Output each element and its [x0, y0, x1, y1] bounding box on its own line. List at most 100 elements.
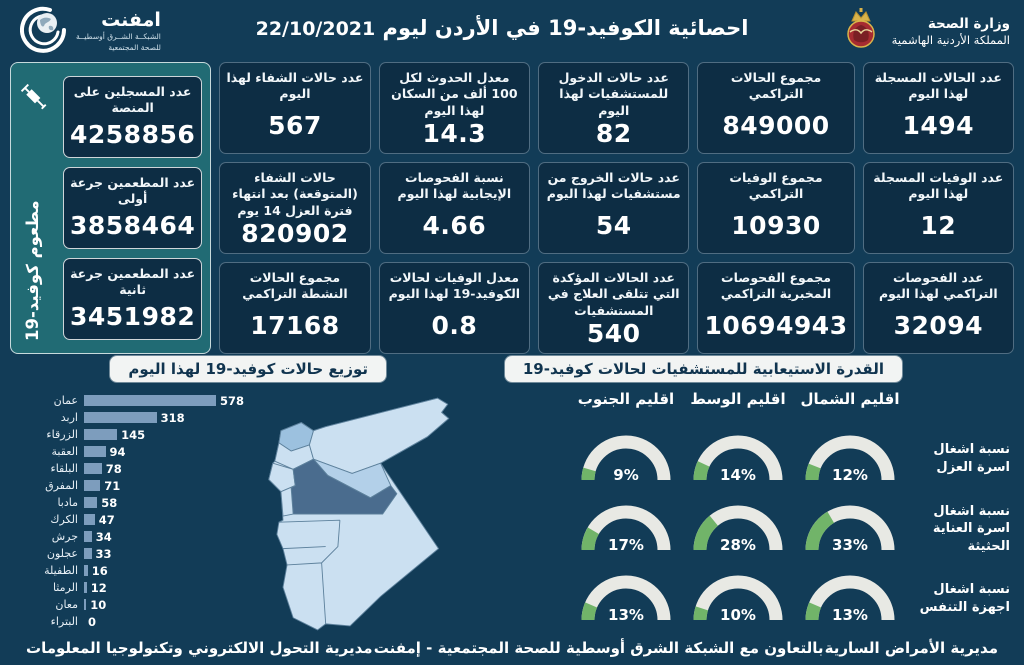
gauge-value: 13%: [832, 606, 868, 624]
gauge-row-label: نسبة اشغال اجهزة التنفس: [919, 582, 1010, 615]
stat-card-value: 82: [595, 119, 632, 149]
bar-label: جرش: [51, 530, 78, 543]
bar: [84, 480, 101, 491]
bar-label: المفرق: [45, 479, 78, 492]
stat-card: نسبة الفحوصات الإيجابية لهذا اليوم 4.66: [378, 162, 531, 254]
bar-label: العقبة: [51, 445, 79, 458]
gauge-chart: 13%: [581, 575, 671, 624]
stat-card-label: معدل الوفيات لحالات الكوفيد-19 لهذا اليو…: [388, 270, 521, 302]
gauge-head-spacer: [906, 390, 1010, 424]
vaccine-strip: مطعوم كوفيد-19: [11, 63, 57, 353]
stat-card: مجموع الفحوصات المخبرية التراكمي 10694943: [697, 262, 855, 354]
stat-card-value: 12: [920, 211, 957, 241]
vaccine-card: عدد المسجلين على المنصة 4258856: [63, 76, 203, 158]
stat-card: معدل الوفيات لحالات الكوفيد-19 لهذا اليو…: [378, 262, 531, 354]
bar: [84, 412, 157, 423]
bar-value: 78: [105, 461, 122, 476]
stat-card-value: 10930: [731, 211, 821, 241]
gauge-value: 12%: [832, 466, 868, 484]
region-header: اقليم الوسط: [690, 390, 786, 408]
stat-card-value: 14.3: [422, 119, 487, 149]
vaccine-card-label: عدد المسجلين على المنصة: [73, 84, 192, 116]
stat-card: معدل الحدوث لكل 100 ألف من السكان لهذا ا…: [378, 62, 531, 154]
gauge-chart: 33%: [805, 505, 895, 554]
bar-value: 10: [90, 597, 107, 612]
gauge-value: 17%: [608, 536, 644, 554]
bar-row: البلقاء 78: [8, 460, 290, 477]
gauge-chart: 28%: [693, 505, 783, 554]
bar-row: البتراء 0: [8, 613, 290, 630]
bar-label: الطفيلة: [44, 564, 78, 577]
bar-row: اربد 318: [8, 409, 290, 426]
report-date: 22/10/2021: [255, 18, 376, 40]
bar: [84, 531, 92, 542]
footer-right: مديرية الأمراض السارية: [824, 639, 998, 657]
bar-label: الرمثا: [52, 581, 78, 594]
gauge-row-label: نسبة اشغال اسرة العزل: [933, 442, 1010, 475]
gauge: 13%: [794, 564, 906, 634]
bar-label: الكرك: [50, 513, 78, 526]
page-title: احصائية الكوفيد-19 في الأردن ليوم 22/10/…: [250, 16, 754, 40]
bar-row: المفرق 71: [8, 477, 290, 494]
stat-card-value: 0.8: [431, 311, 478, 341]
bar-value: 71: [104, 478, 121, 493]
gauge: 9%: [570, 424, 682, 494]
stat-card: عدد حالات الشفاء لهذا اليوم 567: [219, 62, 371, 154]
bar-value: 318: [160, 410, 185, 425]
stat-card-value: 540: [586, 319, 641, 349]
vaccine-card-value: 4258856: [70, 120, 196, 150]
bar-value: 94: [109, 444, 126, 459]
bar-row: العقبة 94: [8, 443, 290, 460]
gauge-chart: 9%: [581, 435, 671, 484]
bar-value: 16: [91, 563, 108, 578]
stat-card-label: مجموع الحالات التراكمي: [730, 70, 822, 102]
bar: [84, 497, 98, 508]
bar-label: البلقاء: [50, 462, 78, 475]
stat-card-label: مجموع الحالات النشطة التراكمي: [242, 270, 348, 302]
stat-card-label: عدد الحالات المؤكدة التي تتلقى العلاج في…: [547, 270, 680, 318]
ministry-branding: وزارة الصحة المملكة الأردنية الهاشمية: [838, 7, 1010, 57]
gauge-chart: 10%: [693, 575, 783, 624]
stat-card: عدد الوفيات المسجلة لهذا اليوم 12: [862, 162, 1014, 254]
stat-card: عدد حالات الدخول للمستشفيات لهذا اليوم 82: [538, 62, 690, 154]
bar-row: معان 10: [8, 596, 290, 613]
jordan-coat-of-arms-icon: [838, 7, 884, 57]
emphnet-logo-icon: [20, 6, 68, 58]
region-header: اقليم الجنوب: [577, 390, 675, 408]
stat-card: عدد الفحوصات التراكمي لهذا اليوم 32094: [862, 262, 1014, 354]
vaccine-cards: عدد المسجلين على المنصة 4258856 عدد المطعم…: [63, 76, 203, 340]
stat-card-value: 17168: [250, 311, 340, 341]
stat-card-label: عدد حالات الشفاء لهذا اليوم: [226, 70, 364, 102]
stat-card-label: عدد حالات الخروج من مستشفيات لهذا اليوم: [546, 170, 681, 202]
gauge-chart: 12%: [805, 435, 895, 484]
stat-card-value: 1494: [902, 111, 975, 141]
header: وزارة الصحة المملكة الأردنية الهاشمية اح…: [0, 0, 1024, 58]
emphnet-branding: امفنت الشبكــة الشــرق أوسطيــة للصحة ال…: [20, 6, 161, 58]
bar-value: 33: [95, 546, 112, 561]
gauge-row-label: نسبة اشغال اسرة العناية الحثيثة: [932, 503, 1010, 554]
stat-card-value: 820902: [241, 219, 349, 249]
bar-row: عمان 578: [8, 392, 290, 409]
gauge-chart: 14%: [693, 435, 783, 484]
vaccine-card-value: 3451982: [70, 302, 196, 332]
gauge-value: 33%: [832, 536, 868, 554]
stat-card-label: معدل الحدوث لكل 100 ألف من السكان لهذا ا…: [391, 70, 518, 118]
stat-column: عدد حالات الدخول للمستشفيات لهذا اليوم 82…: [538, 62, 690, 354]
stat-column: معدل الحدوث لكل 100 ألف من السكان لهذا ا…: [378, 62, 531, 354]
bar-label: اربد: [60, 411, 78, 424]
bar-row: الكرك 47: [8, 511, 290, 528]
stat-card-label: عدد الحالات المسجلة لهذا اليوم: [874, 70, 1002, 102]
gauge: 12%: [794, 424, 906, 494]
map-region-mafraq: [308, 397, 450, 474]
bar-row: الرمثا 12: [8, 579, 290, 596]
vaccine-card-label: عدد المطعمين جرعة ثانية: [70, 266, 196, 298]
stat-card-label: عدد الوفيات المسجلة لهذا اليوم: [873, 170, 1004, 202]
capacity-title: القدرة الاستيعابية للمستشفيات لحالات كوف…: [504, 356, 902, 382]
bar-label: مادبا: [57, 496, 78, 509]
stat-card: عدد الحالات المؤكدة التي تتلقى العلاج في…: [538, 262, 690, 354]
bar-value: 34: [95, 529, 112, 544]
bar-label: البتراء: [50, 615, 78, 628]
governorate-bar-chart: عمان 578 اربد 318 الزرقاء 145 العقبة 94 البلقاء 7…: [8, 392, 290, 630]
gauge-value: 9%: [613, 466, 638, 484]
stat-column: عدد الحالات المسجلة لهذا اليوم 1494 عدد ال…: [862, 62, 1014, 354]
